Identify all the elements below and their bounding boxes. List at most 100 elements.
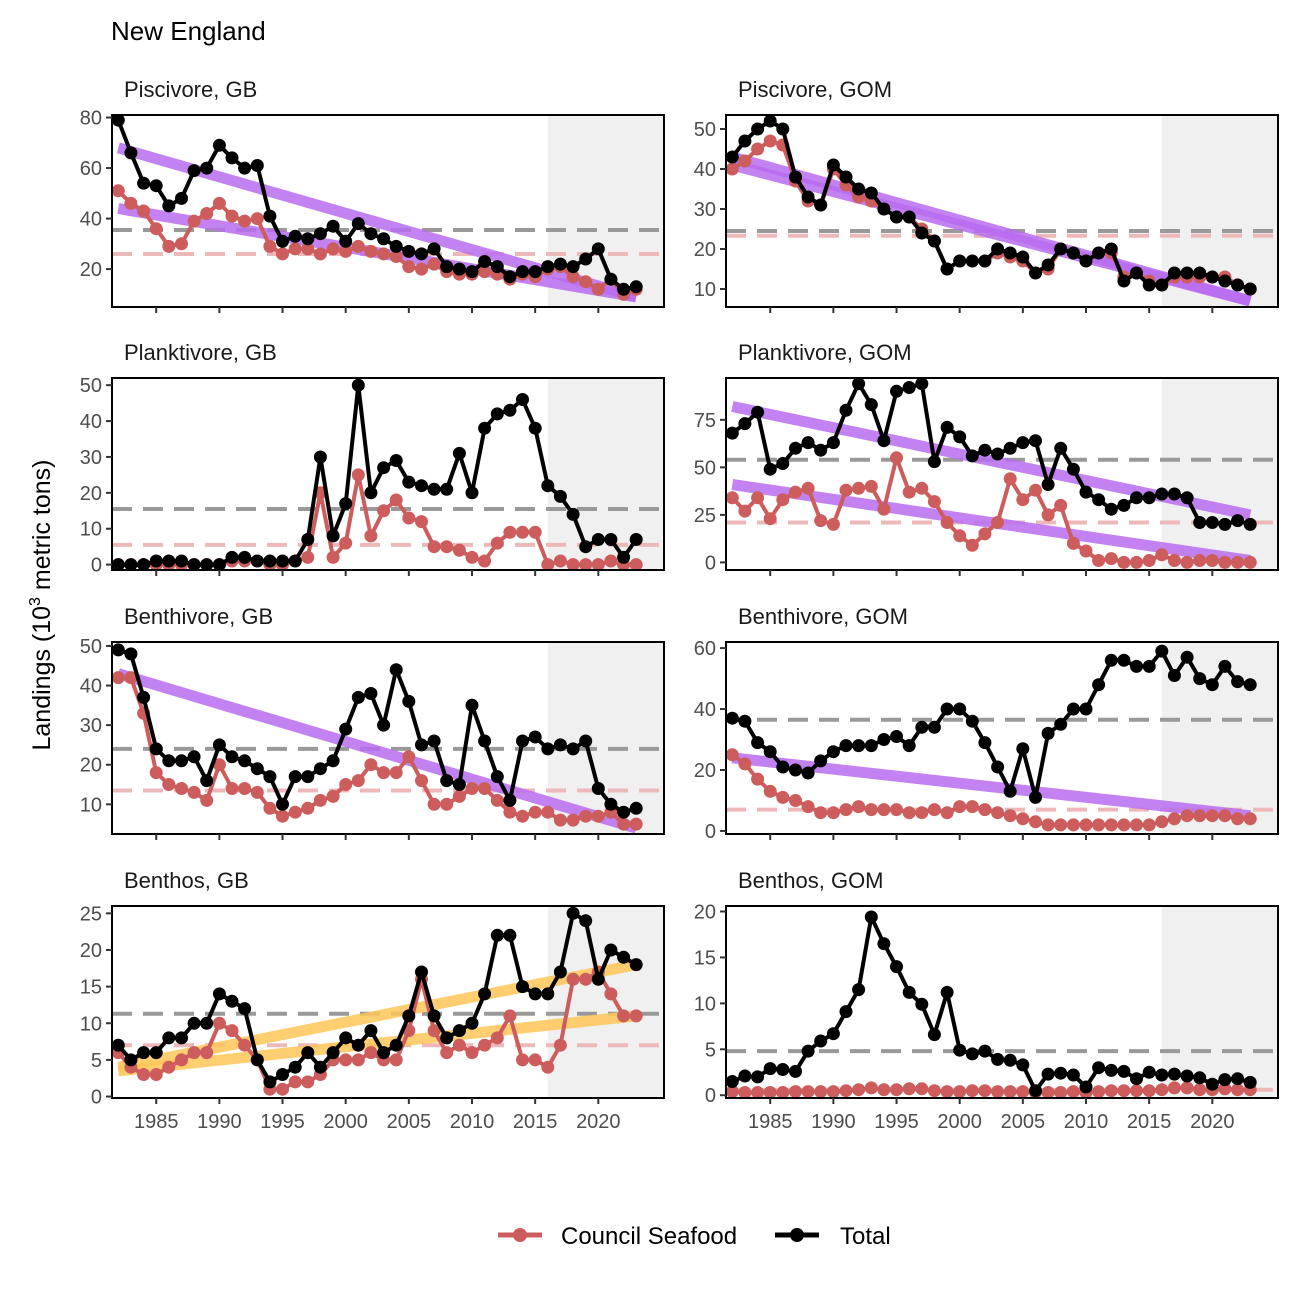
panel-planktivore-gom-border xyxy=(725,377,1279,571)
panel-piscivore-gb-council-seafood-point-1990 xyxy=(212,196,226,210)
panel-planktivore-gb-council-seafood-point-2002 xyxy=(364,529,378,543)
panel-piscivore-gb-council-seafood-point-2005 xyxy=(402,260,416,274)
panel-planktivore-gb-total-point-2020 xyxy=(591,533,605,546)
panel-piscivore-gb-council-seafood-point-1989 xyxy=(200,207,214,220)
panel-planktivore-gom-total-point-2008 xyxy=(1054,441,1068,455)
panel-planktivore-gb-total-point-2013 xyxy=(503,403,517,417)
panel-benthivore-gb-total-point-1991 xyxy=(225,750,239,764)
panel-planktivore-gb-total-point-2006 xyxy=(415,479,428,493)
panel-planktivore-gb-y-tick-label-30: 30 xyxy=(80,447,102,469)
panel-planktivore-gom-council-seafood-point-2005 xyxy=(1016,493,1030,507)
panel-benthivore-gb-council-seafood-point-2013 xyxy=(503,805,517,819)
panel-benthivore-gb-total-point-1997 xyxy=(301,770,315,784)
panel-piscivore-gom-total-point-2005 xyxy=(1016,250,1030,264)
panel-benthivore-gom-total-point-1993 xyxy=(864,739,878,753)
panel-benthivore-gom-total-point-2004 xyxy=(1003,784,1017,798)
panel-benthos-gom-council-seafood-point-1984 xyxy=(751,1086,765,1098)
panel-benthos-gb-total-point-1994 xyxy=(263,1075,277,1089)
panel-benthos-gb-council-seafood-point-2009 xyxy=(452,1038,466,1052)
panel-benthos-gb-total-point-1991 xyxy=(225,994,239,1008)
panel-benthos-gom-council-seafood-point-1990 xyxy=(826,1085,840,1098)
legend-total-label: Total xyxy=(840,1223,891,1250)
panel-benthivore-gom-total-point-1989 xyxy=(814,754,828,768)
panel-benthos-gom-total-point-1983 xyxy=(738,1069,752,1083)
panel-planktivore-gom-total-point-1988 xyxy=(801,436,815,450)
panel-benthivore-gom-trend-line-1 xyxy=(731,752,1251,822)
panel-benthivore-gb-council-seafood-point-2023 xyxy=(629,817,643,831)
panel-planktivore-gb-total-point-1992 xyxy=(238,550,252,564)
panel-benthos-gom-plot-area xyxy=(726,906,1278,1098)
panel-benthivore-gb-y-tick-label-30: 30 xyxy=(80,715,102,737)
panel-benthos-gom-y-tick-label-15: 15 xyxy=(694,947,716,969)
panel-benthos-gom-total-point-1988 xyxy=(801,1044,815,1058)
panel-planktivore-gb-council-seafood-point-1999 xyxy=(326,550,340,564)
panel-benthos-gom-council-seafood-point-1999 xyxy=(940,1085,954,1098)
panel-benthivore-gom-total-point-1991 xyxy=(839,739,853,753)
panel-benthos-gb-council-seafood-point-1984 xyxy=(137,1068,151,1081)
panel-benthos-gb-total-point-2013 xyxy=(503,928,517,942)
panel-planktivore-gb-title: Planktivore, GB xyxy=(124,340,277,365)
panel-planktivore-gom-y-tick-label-50: 50 xyxy=(694,457,716,479)
panel-benthivore-gom-council-seafood-point-2023 xyxy=(1243,812,1257,826)
panel-planktivore-gom-recent-shade xyxy=(1161,378,1278,570)
panel-piscivore-gom-council-seafood-point-1983 xyxy=(738,154,752,168)
panel-piscivore-gb-council-seafood-point-2011 xyxy=(478,265,492,279)
panel-benthivore-gb-council-seafood-point-1991 xyxy=(225,782,239,795)
panel-piscivore-gb-total-point-1991 xyxy=(225,151,239,165)
panel-piscivore-gom-total-point-2022 xyxy=(1231,278,1245,292)
legend: Council Seafood Total xyxy=(498,1223,891,1250)
panel-planktivore-gb-y-tick-label-40: 40 xyxy=(80,411,102,433)
panel-piscivore-gb-council-seafood-point-2004 xyxy=(389,250,403,263)
panel-benthos-gom-total-point-2020 xyxy=(1205,1077,1219,1091)
panel-planktivore-gb-total-point-2015 xyxy=(528,421,542,435)
panel-planktivore-gom-council-seafood-point-2006 xyxy=(1029,483,1042,497)
panel-benthos-gom-council-seafood-point-1996 xyxy=(902,1082,916,1096)
panel-planktivore-gb-council-seafood-point-2017 xyxy=(553,554,567,568)
panel-planktivore-gom-total-point-2009 xyxy=(1066,462,1080,476)
panel-benthos-gom-total-point-2000 xyxy=(953,1043,967,1057)
panel-piscivore-gb-total-point-1984 xyxy=(137,176,151,190)
panel-planktivore-gb-total-point-2010 xyxy=(465,486,479,500)
panel-benthos-gom-council-seafood-point-2005 xyxy=(1016,1085,1030,1098)
panel-benthivore-gom-total-point-1984 xyxy=(751,736,765,750)
panel-benthivore-gb-trend-line-1 xyxy=(116,668,638,834)
panel-planktivore-gb-council-seafood-point-2011 xyxy=(478,554,492,568)
panel-piscivore-gb-y-tick-label-40: 40 xyxy=(80,209,102,231)
panel-piscivore-gom-total-point-1982 xyxy=(726,150,739,164)
panel-benthos-gom-total-point-2005 xyxy=(1016,1058,1030,1072)
panel-planktivore-gb-council-seafood-point-2021 xyxy=(604,554,618,568)
panel-benthos-gom-council-seafood-point-2012 xyxy=(1104,1084,1118,1098)
panel-benthos-gb-council-seafood-point-2023 xyxy=(629,1009,643,1023)
panel-planktivore-gb-total-point-2012 xyxy=(490,407,504,421)
panel-piscivore-gom-total-point-1991 xyxy=(839,170,853,184)
panel-benthos-gom-council-seafood-point-1994 xyxy=(877,1083,891,1097)
panel-benthivore-gb-total-point-2017 xyxy=(553,738,567,752)
panel-piscivore-gb-council-seafood-point-1986 xyxy=(162,239,176,253)
panel-planktivore-gb-total-point-2014 xyxy=(516,393,529,406)
panel-benthos-gom-council-seafood-point-1997 xyxy=(915,1082,929,1096)
panel-planktivore-gom-total-point-2004 xyxy=(1003,441,1017,455)
panel-benthivore-gb-total-point-2008 xyxy=(440,774,454,788)
panel-benthivore-gom-plot-area xyxy=(726,642,1278,834)
panel-benthivore-gb-title: Benthivore, GB xyxy=(124,604,273,629)
panel-piscivore-gb-plot-area xyxy=(112,115,664,307)
panel-benthos-gb-total-point-2017 xyxy=(553,965,567,979)
panel-piscivore-gom-council-seafood-point-1982 xyxy=(726,162,739,176)
panel-benthivore-gom-total-point-1987 xyxy=(789,763,802,777)
panel-benthos-gom-total-point-2010 xyxy=(1079,1080,1093,1094)
panel-benthos-gb-council-seafood-point-1997 xyxy=(301,1075,315,1089)
panel-benthivore-gb-council-seafood-point-2004 xyxy=(389,766,403,780)
panel-planktivore-gom-council-seafood-point-1990 xyxy=(826,517,840,531)
panel-piscivore-gb-total-point-2005 xyxy=(402,244,416,258)
panel-piscivore-gom-council-seafood-point-1984 xyxy=(751,142,765,156)
panel-planktivore-gom-council-seafood-point-1994 xyxy=(877,502,891,516)
panel-benthivore-gb-total-point-2004 xyxy=(389,663,403,677)
panel-benthos-gom-total-point-2009 xyxy=(1066,1068,1080,1082)
panel-planktivore-gom-total-point-1985 xyxy=(763,462,777,476)
panel-benthivore-gb-council-seafood-point-2008 xyxy=(440,797,454,811)
panel-benthivore-gb-council-seafood-point-1982 xyxy=(112,671,125,685)
panel-benthivore-gom-council-seafood-point-2019 xyxy=(1193,809,1207,823)
panel-piscivore-gb-total-point-2003 xyxy=(377,232,391,246)
panel-planktivore-gb-council-seafood-point-2010 xyxy=(465,550,479,564)
panel-planktivore-gb-y-tick-label-20: 20 xyxy=(80,483,102,505)
